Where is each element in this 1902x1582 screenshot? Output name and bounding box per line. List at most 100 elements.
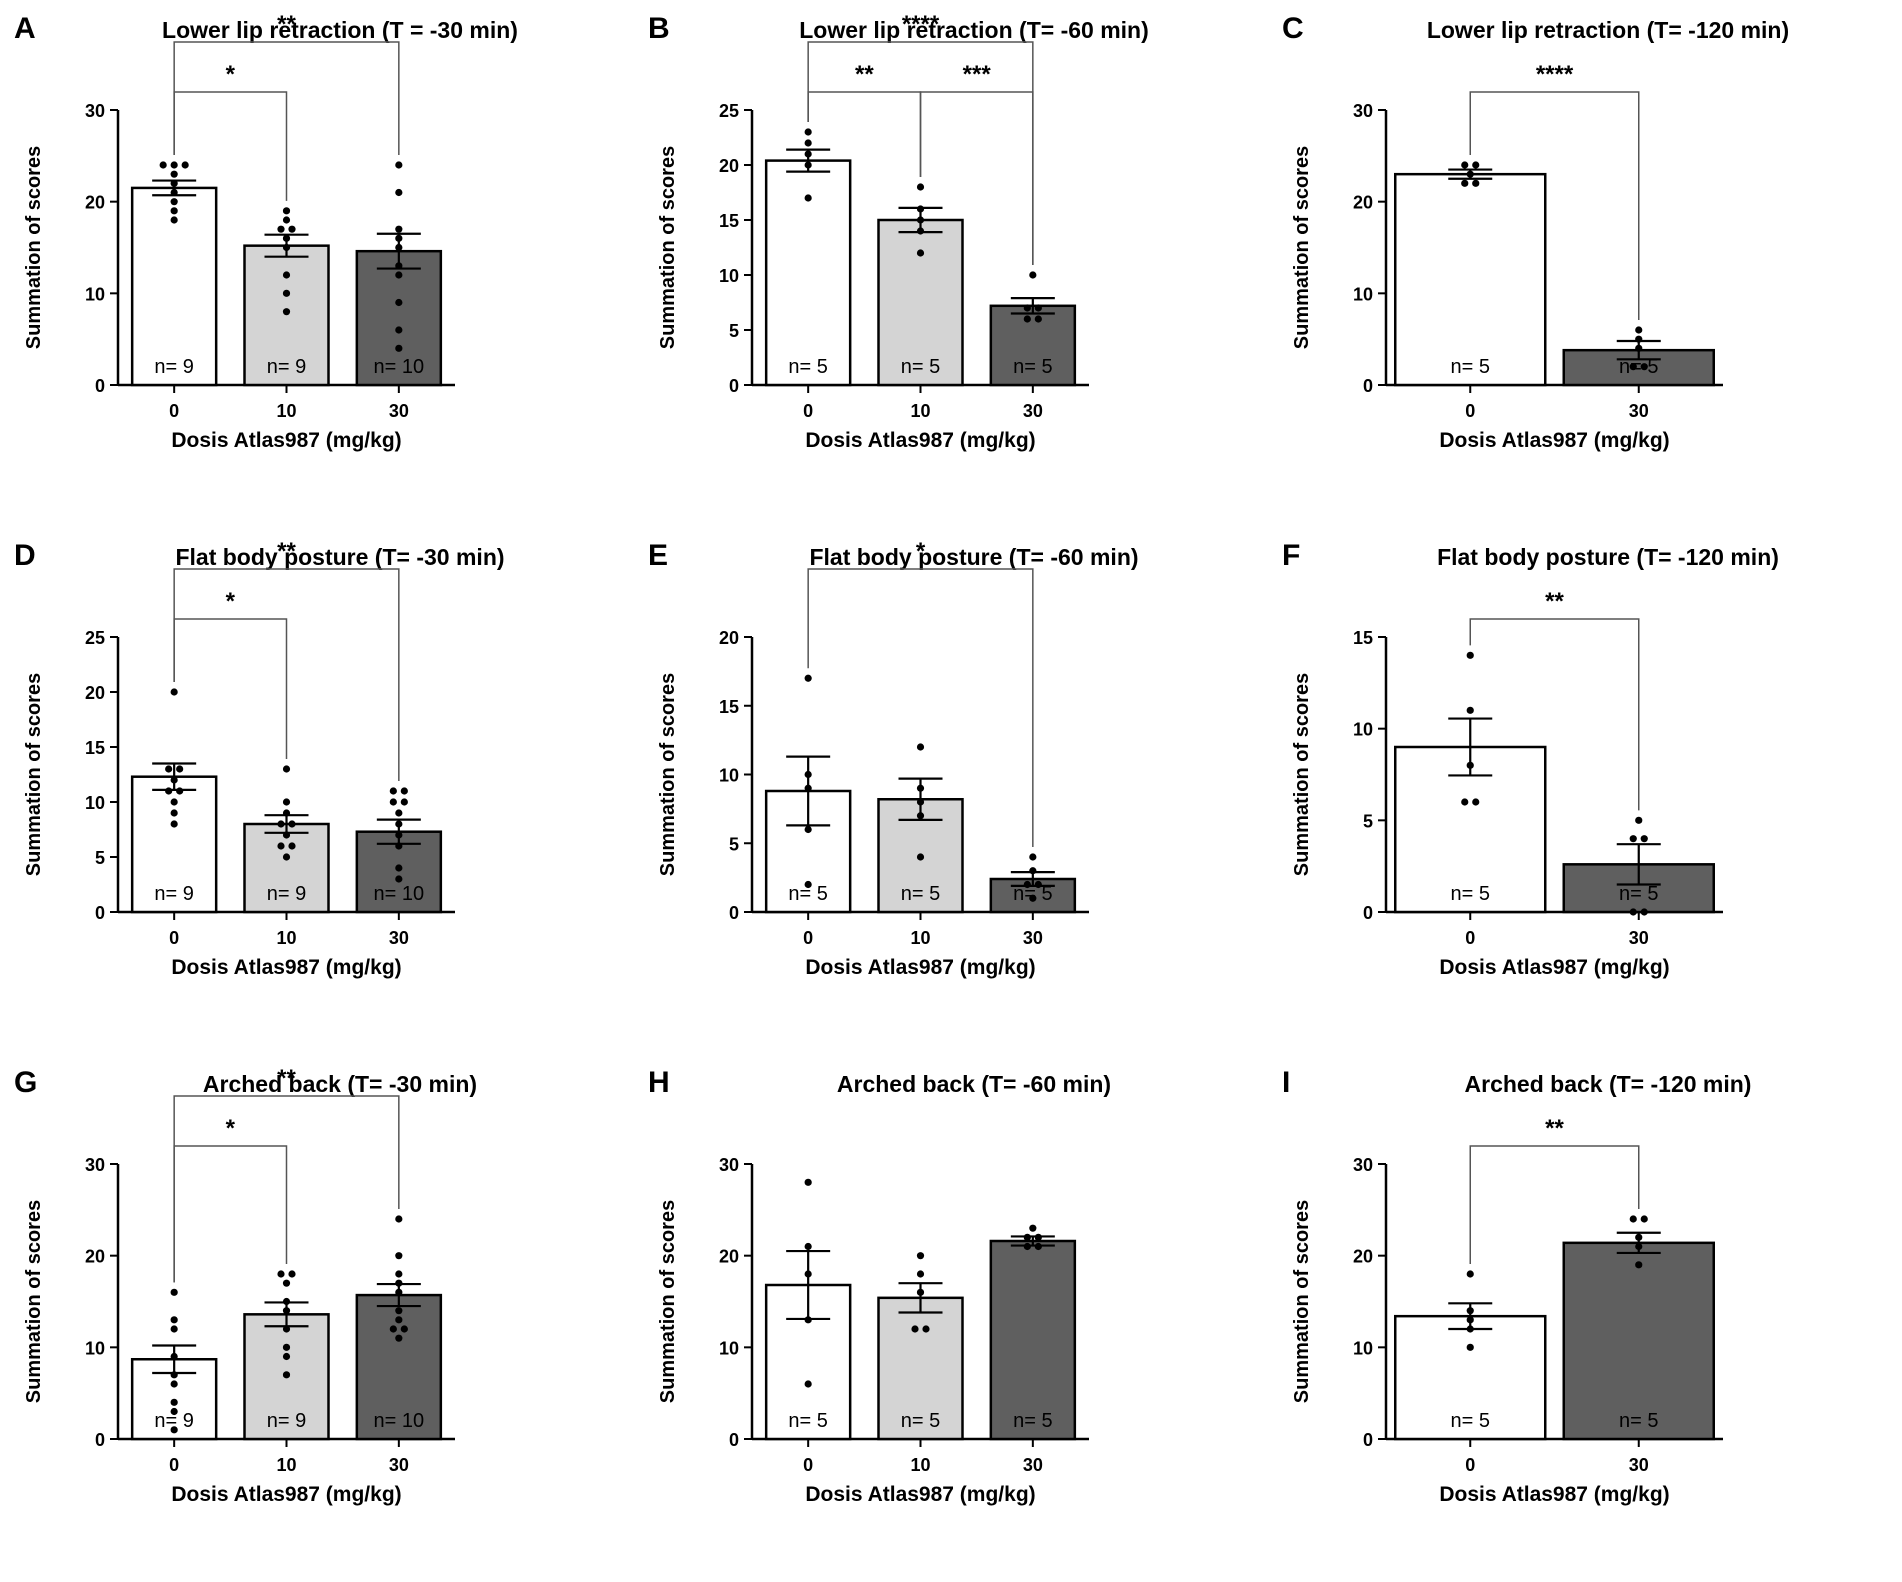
data-point xyxy=(395,225,403,233)
data-point xyxy=(170,1352,178,1361)
data-point xyxy=(804,770,812,779)
data-point xyxy=(1023,315,1031,323)
significance-label: ** xyxy=(855,61,874,88)
significance-label: ** xyxy=(1545,1115,1564,1142)
x-axis-label: Dosis Atlas987 (mg/kg) xyxy=(805,1483,1035,1506)
n-label: n= 5 xyxy=(788,356,827,378)
data-point xyxy=(395,271,403,279)
data-point xyxy=(170,820,178,828)
y-tick-label: 10 xyxy=(719,766,739,786)
data-point xyxy=(1029,867,1037,875)
x-tick-label: 30 xyxy=(1629,1455,1649,1475)
data-point xyxy=(395,234,403,242)
data-point xyxy=(395,298,403,307)
n-label: n= 9 xyxy=(154,1410,193,1432)
y-tick-label: 10 xyxy=(719,266,739,286)
panel-letter: B xyxy=(648,12,670,45)
data-point xyxy=(395,243,403,252)
data-point xyxy=(282,234,291,242)
panel-letter: H xyxy=(648,1066,670,1099)
data-point xyxy=(916,183,925,191)
data-point xyxy=(1472,179,1480,187)
chart-title: Flat body posture (T= -60 min) xyxy=(809,544,1138,570)
x-tick-label: 0 xyxy=(1465,401,1475,421)
data-point xyxy=(282,1279,291,1287)
data-point xyxy=(282,809,291,817)
x-axis-label: Dosis Atlas987 (mg/kg) xyxy=(1439,429,1669,452)
y-tick-label: 30 xyxy=(1353,101,1373,121)
x-tick-label: 0 xyxy=(169,1455,179,1475)
data-point xyxy=(395,1288,403,1296)
y-tick-label: 20 xyxy=(1353,1247,1373,1267)
data-point xyxy=(1023,880,1031,889)
data-point xyxy=(916,784,925,792)
y-tick-label: 0 xyxy=(729,903,739,923)
data-point xyxy=(395,875,403,883)
data-point xyxy=(804,1380,812,1388)
data-point xyxy=(400,798,408,806)
significance-label: ** xyxy=(1545,588,1564,615)
significance-bracket xyxy=(173,1145,288,1283)
chart-panel-i: I Arched back (T= -120 min) Summation of s… xyxy=(1268,1054,1902,1581)
y-tick-label: 0 xyxy=(95,903,105,923)
n-label: n= 5 xyxy=(1619,1410,1658,1432)
data-point xyxy=(395,1307,403,1315)
significance-label: * xyxy=(226,588,236,615)
data-point xyxy=(288,1270,296,1278)
y-tick-label: 0 xyxy=(1363,1430,1373,1450)
data-point xyxy=(1635,344,1643,352)
data-point xyxy=(282,853,291,861)
y-axis-label: Summation of scores xyxy=(23,1200,45,1403)
data-point xyxy=(282,798,291,806)
n-label: n= 5 xyxy=(1451,883,1490,905)
data-point xyxy=(804,139,812,147)
significance-bracket xyxy=(1469,91,1640,320)
data-point xyxy=(1023,1242,1031,1251)
y-axis-label: Summation of scores xyxy=(23,673,45,876)
data-point xyxy=(282,271,291,279)
data-point xyxy=(277,1270,285,1278)
chart-title: Flat body posture (T= -120 min) xyxy=(1437,544,1779,570)
y-axis-label: Summation of scores xyxy=(657,1200,679,1403)
chart-panel-h: H Arched back (T= -60 min) Summation of sc… xyxy=(634,1054,1268,1581)
data-point xyxy=(1629,363,1637,371)
chart-panel-b: B Lower lip retraction (T= -60 min) Summat… xyxy=(634,0,1268,527)
x-tick-label: 0 xyxy=(803,1455,813,1475)
data-point xyxy=(389,1325,397,1333)
y-axis-label: Summation of scores xyxy=(23,146,45,349)
y-tick-label: 20 xyxy=(719,156,739,176)
y-axis-label: Summation of scores xyxy=(1291,1200,1313,1403)
data-point xyxy=(804,194,812,202)
chart-panel-c: C Lower lip retraction (T= -120 min) Summa… xyxy=(1268,0,1902,527)
x-tick-label: 10 xyxy=(910,928,930,948)
data-point xyxy=(170,1288,178,1296)
data-point xyxy=(395,831,403,839)
panel-letter: A xyxy=(14,12,36,45)
data-point xyxy=(804,1178,812,1186)
n-label: n= 5 xyxy=(1451,1410,1490,1432)
data-point xyxy=(804,784,812,792)
x-tick-label: 10 xyxy=(910,1455,930,1475)
y-tick-label: 20 xyxy=(1353,193,1373,213)
data-point xyxy=(1461,179,1469,187)
data-point xyxy=(282,1307,291,1315)
significance-bracket xyxy=(173,91,288,201)
data-point xyxy=(282,1352,291,1361)
data-point xyxy=(1466,170,1474,178)
significance-label: ** xyxy=(277,538,296,565)
y-tick-label: 0 xyxy=(95,1430,105,1450)
y-tick-label: 20 xyxy=(85,193,105,213)
n-label: n= 5 xyxy=(1013,883,1052,905)
data-point xyxy=(804,150,812,158)
data-point xyxy=(916,205,925,213)
y-tick-label: 25 xyxy=(719,101,739,121)
data-point xyxy=(1466,1270,1474,1278)
data-point xyxy=(170,161,178,169)
data-point xyxy=(1023,304,1031,312)
x-tick-label: 10 xyxy=(276,928,296,948)
data-point xyxy=(395,1215,403,1223)
panel-letter: G xyxy=(14,1066,37,1099)
data-point xyxy=(170,1371,178,1379)
y-tick-label: 0 xyxy=(729,376,739,396)
data-point xyxy=(1034,315,1042,323)
